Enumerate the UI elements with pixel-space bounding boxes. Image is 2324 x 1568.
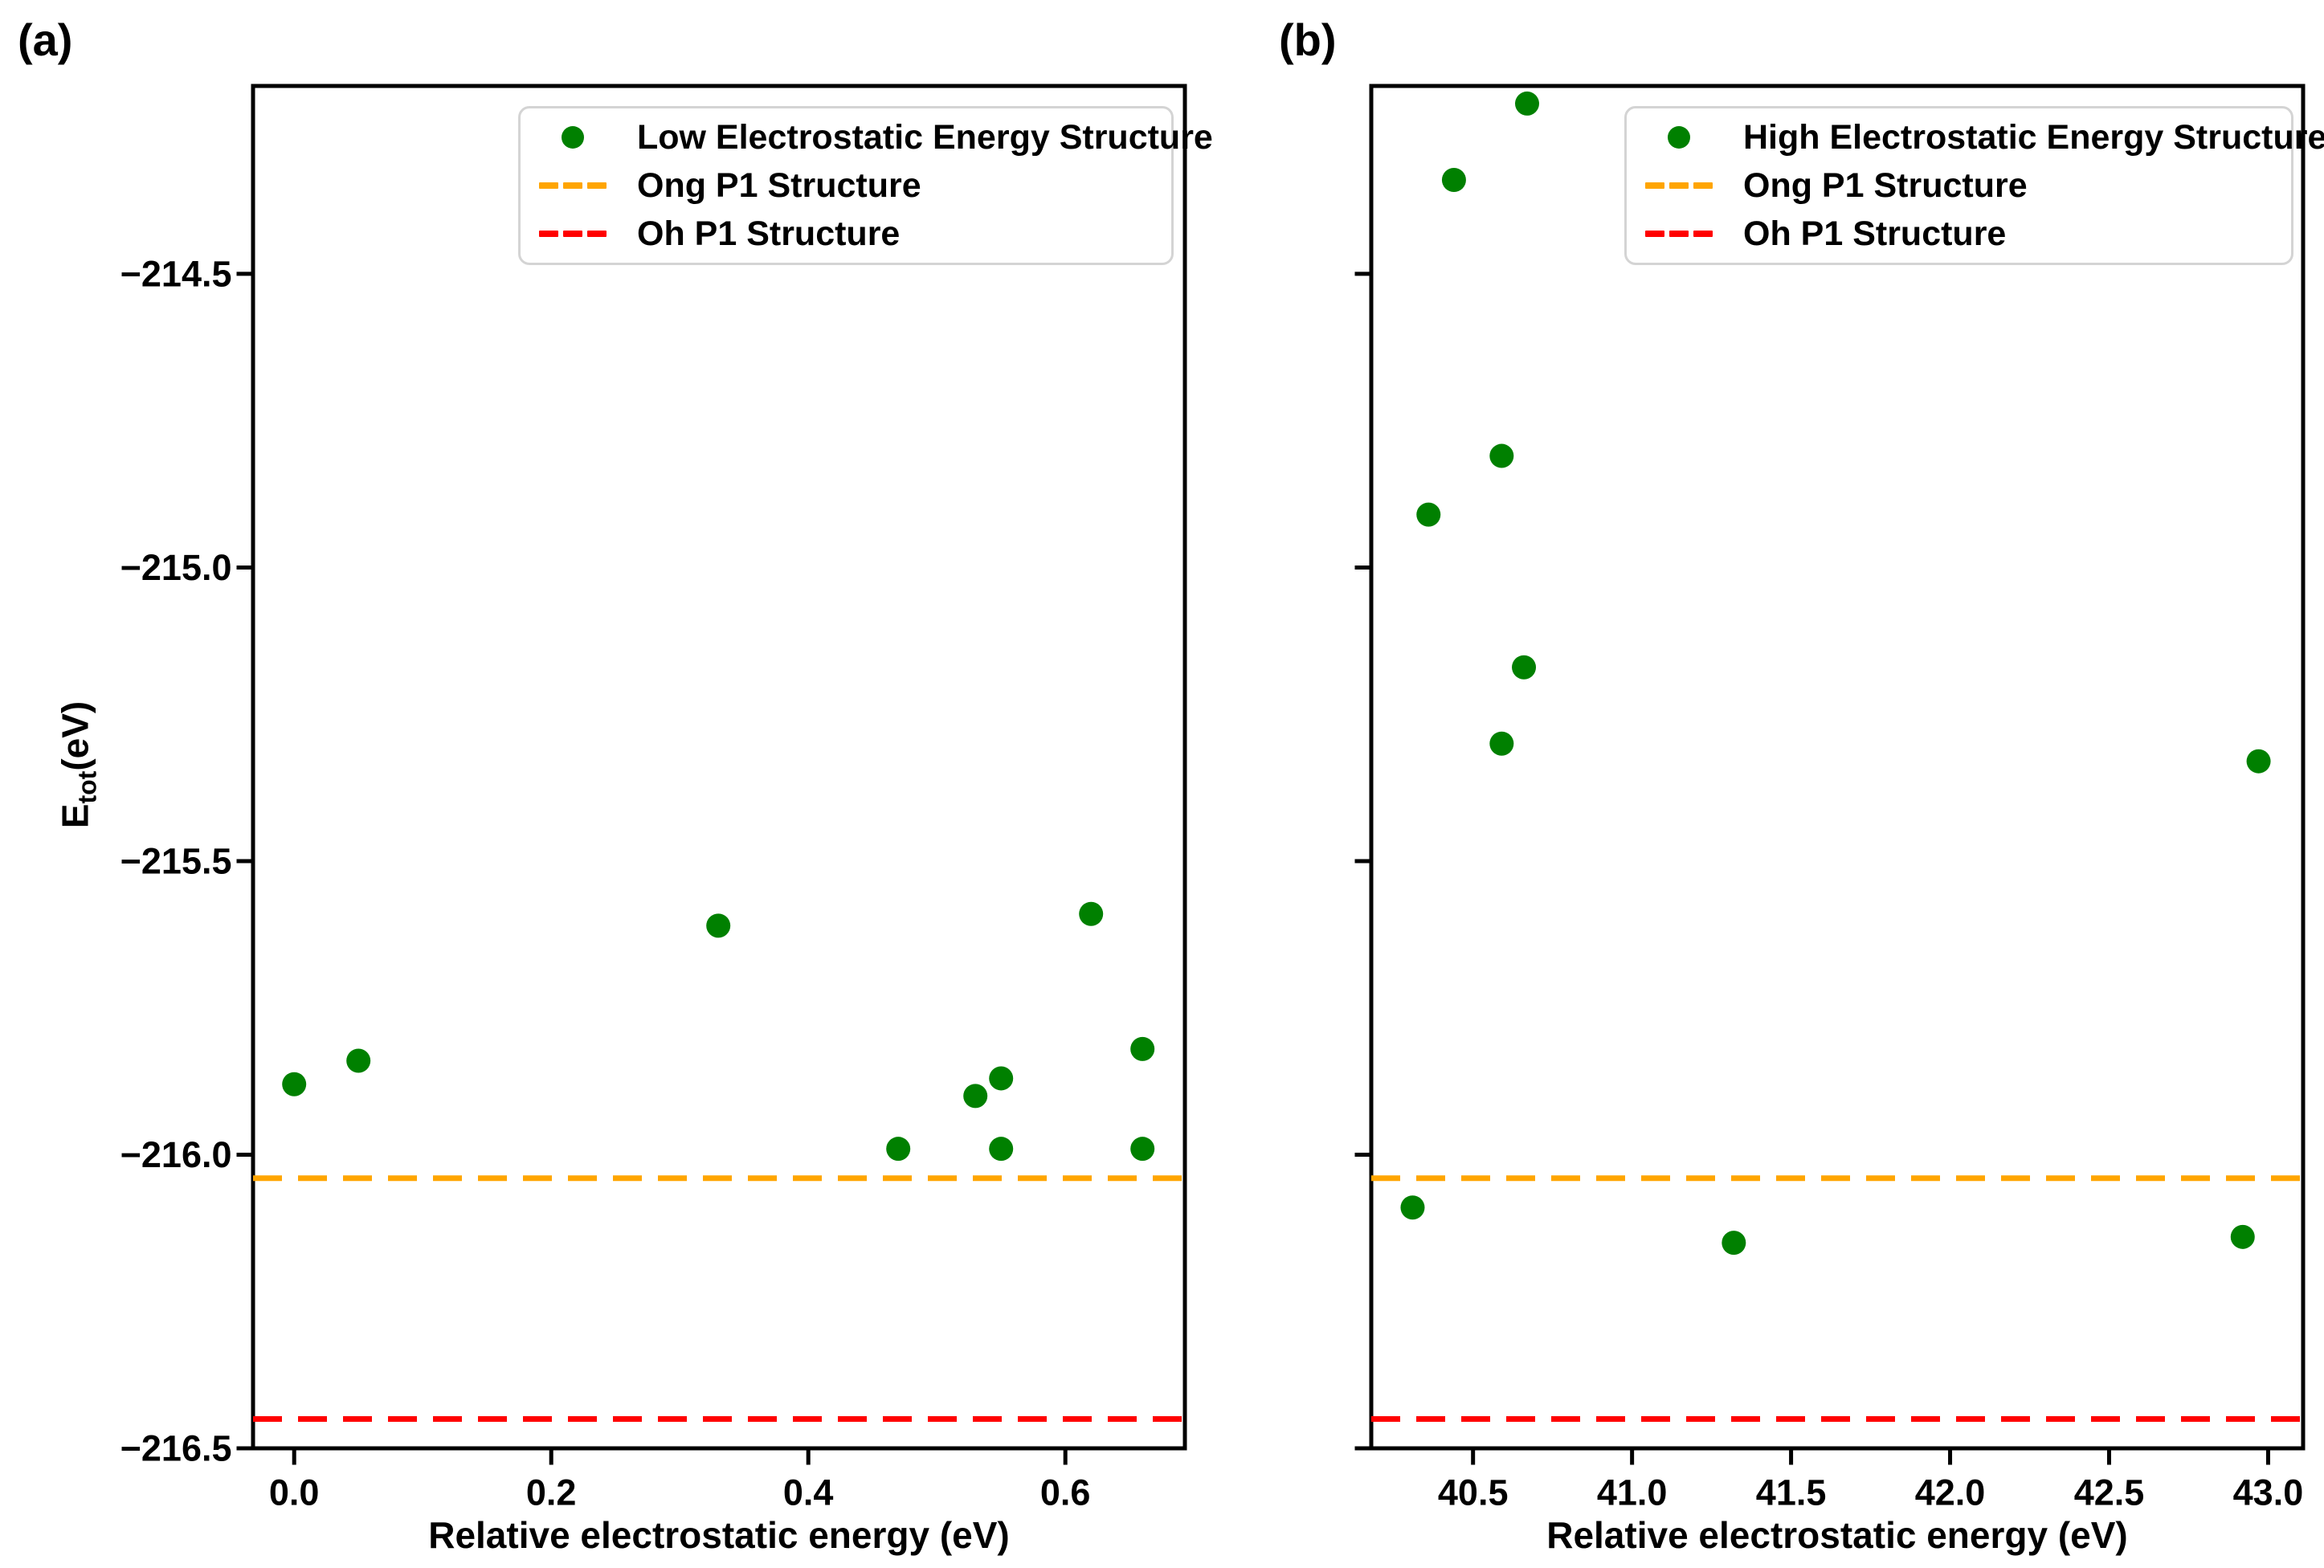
- scatter-point: [886, 1137, 911, 1162]
- scatter-point: [346, 1048, 371, 1073]
- scatter-point: [2246, 749, 2271, 774]
- plot-frame-b: [1369, 84, 2306, 1451]
- scatter-point: [1514, 91, 1539, 116]
- legend-entry-oh-p1: Oh P1 Structure: [533, 214, 1163, 254]
- scatter-point: [1416, 502, 1441, 527]
- legend-entry-low-structure: Low Electrostatic Energy Structure: [533, 118, 1213, 157]
- plot-frame-a: [251, 84, 1187, 1451]
- x-tick-label: 43.0: [2233, 1472, 2304, 1513]
- legend-label: Ong P1 Structure: [637, 165, 921, 205]
- scatter-point: [1441, 167, 1466, 192]
- y-axis-label-main: E: [54, 803, 96, 829]
- y-tick-label: −214.5: [120, 253, 232, 294]
- scatter-point: [1079, 901, 1104, 926]
- y-tick-label: −215.0: [120, 547, 232, 588]
- scatter-point: [2230, 1224, 2255, 1249]
- panel-label-a: (a): [18, 14, 73, 65]
- x-axis-label-b: Relative electrostatic energy (eV): [1546, 1514, 2128, 1556]
- scatter-point: [1130, 1036, 1155, 1061]
- x-tick-label: 0.6: [1040, 1472, 1091, 1513]
- x-tick-label: 0.2: [526, 1472, 577, 1513]
- x-tick-label: 42.0: [1915, 1472, 1986, 1513]
- legend-label: Low Electrostatic Energy Structure: [637, 117, 1213, 157]
- scatter-point: [1130, 1137, 1155, 1162]
- legend-panel-b: High Electrostatic Energy Structure Ong …: [1624, 106, 2324, 265]
- x-tick-label: 0.0: [269, 1472, 320, 1513]
- scatter-point: [989, 1137, 1014, 1162]
- legend-label: Oh P1 Structure: [1743, 214, 2007, 253]
- scatter-point: [706, 913, 731, 938]
- red-dash-icon: [1645, 231, 1713, 237]
- x-tick-label: 42.5: [2074, 1472, 2145, 1513]
- red-dash-icon: [539, 231, 607, 237]
- y-tick-label: −216.0: [120, 1134, 232, 1175]
- orange-dash-icon: [539, 182, 607, 189]
- scatter-point: [282, 1072, 307, 1096]
- scatter-point: [1400, 1195, 1425, 1220]
- legend-entry-high-structure: High Electrostatic Energy Structure: [1639, 118, 2324, 157]
- legend-entry-ong-p1: Ong P1 Structure: [1639, 166, 2283, 206]
- y-tick-label: −216.5: [120, 1428, 232, 1469]
- x-axis-label-a: Relative electrostatic energy (eV): [428, 1514, 1010, 1556]
- x-tick-label: 40.5: [1438, 1472, 1509, 1513]
- legend-entry-ong-p1: Ong P1 Structure: [533, 166, 1163, 206]
- scatter-point: [1512, 655, 1537, 680]
- x-tick-label: 41.0: [1597, 1472, 1668, 1513]
- y-tick-label: −215.5: [120, 840, 232, 881]
- legend-entry-oh-p1: Oh P1 Structure: [1639, 214, 2283, 254]
- x-tick-label: 41.5: [1756, 1472, 1827, 1513]
- green-marker-icon: [562, 126, 584, 149]
- scatter-point: [1722, 1231, 1746, 1256]
- panel-label-b: (b): [1279, 14, 1337, 65]
- green-marker-icon: [1668, 126, 1690, 149]
- orange-dash-icon: [1645, 182, 1713, 189]
- legend-label: High Electrostatic Energy Structure: [1743, 117, 2324, 157]
- y-axis-label-sub: tot: [72, 770, 102, 804]
- legend-panel-a: Low Electrostatic Energy Structure Ong P…: [518, 106, 1213, 265]
- y-axis-label: Etot(eV): [53, 701, 102, 828]
- scatter-point: [1489, 443, 1514, 468]
- scatter-point: [989, 1066, 1014, 1091]
- scatter-point: [1489, 731, 1514, 756]
- x-tick-label: 0.4: [783, 1472, 834, 1513]
- y-axis-label-unit: (eV): [54, 700, 96, 771]
- legend-label: Oh P1 Structure: [637, 214, 901, 253]
- scatter-point: [963, 1084, 988, 1109]
- legend-label: Ong P1 Structure: [1743, 165, 2028, 205]
